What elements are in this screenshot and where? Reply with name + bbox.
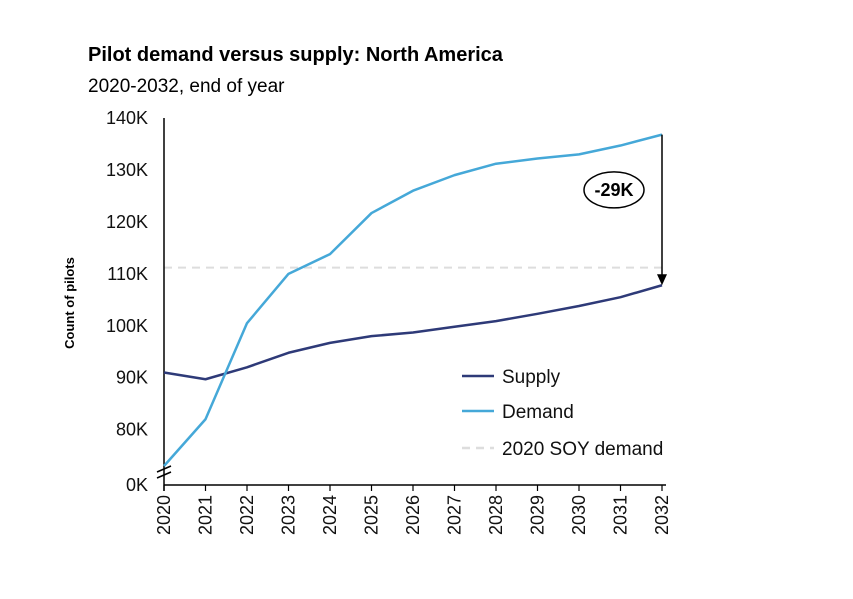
x-tick-label: 2029: [528, 495, 548, 535]
legend-label: Supply: [502, 367, 561, 388]
gap-arrow-head: [657, 274, 667, 286]
chart-subtitle: 2020-2032, end of year: [88, 76, 285, 97]
y-tick-label: 130K: [106, 160, 148, 180]
x-tick-label: 2024: [320, 495, 340, 535]
y-tick-label: 80K: [116, 420, 148, 440]
axis-break-marks: [156, 465, 172, 479]
legend-label: 2020 SOY demand: [502, 439, 663, 460]
chart-title: Pilot demand versus supply: North Americ…: [88, 44, 503, 66]
y-tick-label: 0K: [126, 475, 148, 495]
y-tick-label: 100K: [106, 316, 148, 336]
y-axis-label: Count of pilots: [62, 257, 77, 349]
x-tick-label: 2025: [362, 495, 382, 535]
legend-label: Demand: [502, 402, 574, 423]
gap-annotation-ellipse: [583, 171, 645, 209]
y-tick-label: 120K: [106, 212, 148, 232]
legend-item: Demand: [462, 402, 574, 423]
x-tick-label: 2021: [196, 495, 216, 535]
x-tick-label: 2027: [445, 495, 465, 535]
x-tick-label: 2023: [279, 495, 299, 535]
y-tick-label: 110K: [107, 264, 148, 284]
gap-annotation-label: -29K: [594, 180, 633, 200]
legend-item: Supply: [462, 367, 561, 388]
series-line-supply: [163, 284, 663, 381]
y-tick-label: 90K: [116, 368, 148, 388]
y-tick-label: 140K: [106, 108, 148, 128]
x-tick-label: 2028: [486, 495, 506, 535]
series-line-demand: [163, 133, 663, 467]
x-tick-label: 2022: [237, 495, 257, 535]
x-tick-label: 2031: [611, 495, 631, 535]
x-tick-label: 2026: [403, 495, 423, 535]
x-tick-label: 2020: [154, 495, 174, 535]
x-tick-label: 2030: [569, 495, 589, 535]
x-tick-label: 2032: [652, 495, 672, 535]
legend-item: 2020 SOY demand: [462, 439, 663, 460]
